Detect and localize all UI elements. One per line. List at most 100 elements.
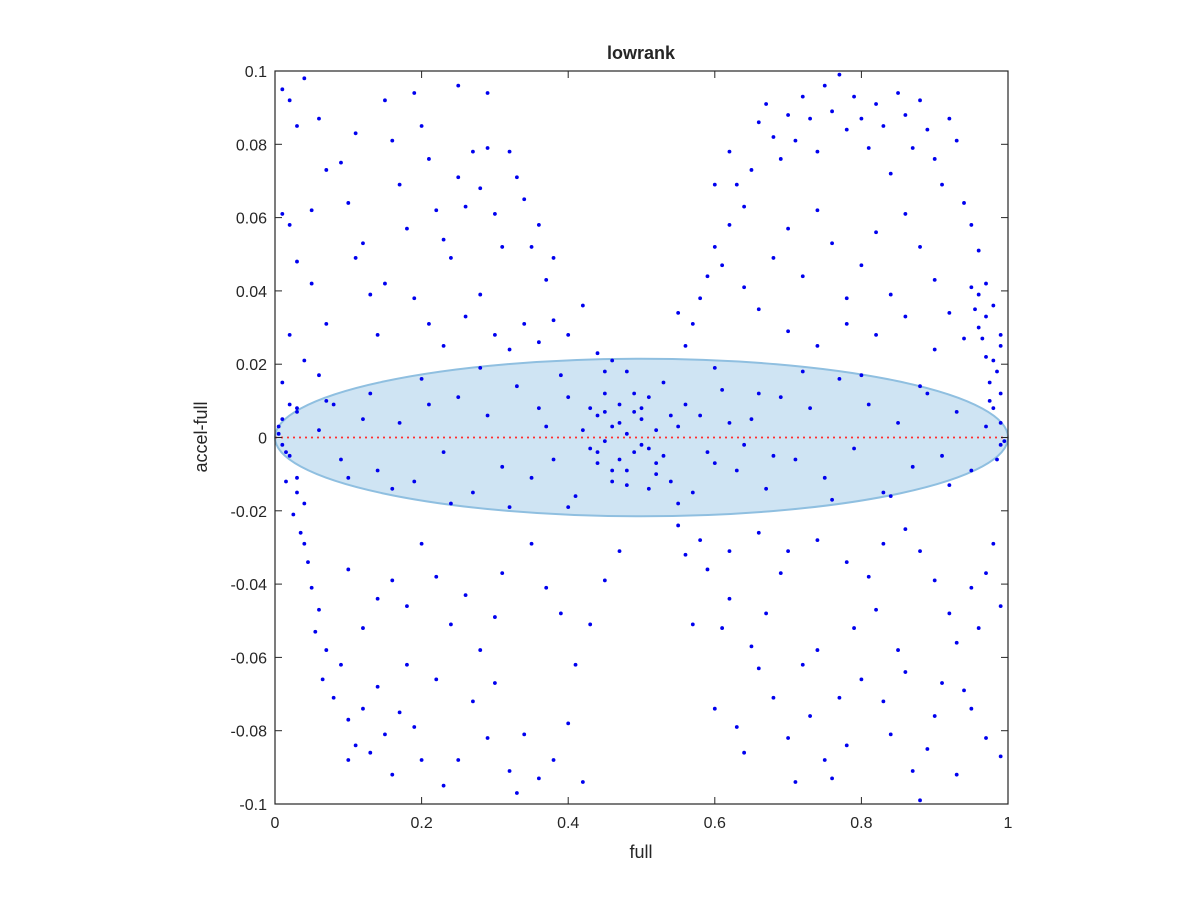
- scatter-point: [383, 732, 387, 737]
- scatter-point: [419, 124, 424, 128]
- scatter-point: [698, 538, 703, 543]
- scatter-point: [874, 102, 878, 106]
- scatter-point: [903, 527, 908, 532]
- scatter-point: [734, 725, 739, 729]
- scatter-point: [551, 318, 556, 323]
- scatter-point: [324, 168, 329, 172]
- scatter-point: [698, 413, 703, 418]
- scatter-point: [984, 314, 988, 319]
- scatter-point: [654, 472, 659, 477]
- scatter-point: [962, 688, 966, 693]
- scatter-point: [940, 453, 944, 458]
- scatter-point: [742, 204, 747, 209]
- scatter-point: [610, 424, 615, 429]
- scatter-point: [485, 146, 490, 150]
- scatter-point: [888, 292, 893, 297]
- scatter-point: [683, 552, 688, 557]
- scatter-point: [412, 479, 417, 484]
- scatter-point: [602, 578, 607, 583]
- scatter-point: [280, 417, 285, 422]
- scatter-point: [361, 706, 365, 711]
- y-tick-label: 0: [258, 431, 267, 448]
- scatter-point: [720, 387, 725, 392]
- scatter-point: [353, 256, 358, 260]
- scatter-point: [522, 197, 527, 202]
- scatter-point: [866, 402, 871, 407]
- scatter-point: [962, 201, 966, 205]
- scatter-point: [998, 604, 1003, 608]
- scatter-point: [756, 307, 761, 312]
- scatter-point: [837, 376, 842, 381]
- scatter-point: [390, 138, 395, 143]
- scatter-point: [632, 450, 637, 455]
- scatter-point: [427, 321, 431, 326]
- scatter-point: [602, 391, 607, 396]
- chart-title: lowrank: [607, 43, 676, 63]
- scatter-point: [287, 402, 292, 407]
- y-tick-label: 0.02: [236, 357, 267, 374]
- scatter-point: [471, 149, 475, 154]
- scatter-point: [313, 629, 318, 634]
- scatter-point: [544, 424, 549, 429]
- scatter-point: [478, 292, 483, 297]
- scatter-point: [588, 406, 593, 411]
- scatter-point: [544, 585, 549, 590]
- scatter-point: [580, 303, 585, 308]
- scatter-point: [654, 461, 659, 466]
- scatter-point: [295, 409, 299, 414]
- scatter-point: [368, 292, 373, 297]
- scatter-point: [500, 464, 505, 469]
- scatter-point: [969, 285, 974, 290]
- scatter-point: [881, 124, 886, 128]
- scatter-point: [749, 417, 754, 422]
- scatter-point: [639, 442, 644, 447]
- scatter-point: [617, 457, 622, 462]
- scatter-point: [276, 424, 281, 429]
- scatter-point: [346, 717, 351, 722]
- y-tick-label: 0.1: [245, 64, 267, 81]
- scatter-point: [727, 149, 732, 154]
- scatter-point: [441, 343, 446, 348]
- scatter-point: [756, 391, 761, 396]
- scatter-point: [844, 560, 849, 565]
- scatter-point: [346, 475, 351, 480]
- scatter-point: [412, 725, 417, 729]
- scatter-point: [888, 732, 893, 737]
- scatter-point: [918, 798, 922, 803]
- scatter-point: [551, 256, 556, 260]
- scatter-point: [602, 409, 607, 414]
- scatter-point: [705, 567, 710, 572]
- scatter-point: [661, 380, 666, 385]
- scatter-point: [998, 420, 1003, 425]
- scatter-point: [507, 769, 512, 773]
- scatter-point: [566, 332, 571, 337]
- scatter-point: [654, 428, 659, 433]
- scatter-point: [397, 420, 402, 425]
- scatter-point: [339, 457, 343, 462]
- scatter-point: [969, 706, 974, 711]
- scatter-point: [280, 380, 285, 385]
- scatter-point: [918, 245, 922, 249]
- x-tick-label: 0.8: [850, 815, 872, 832]
- scatter-point: [881, 699, 886, 704]
- scatter-point: [485, 413, 490, 418]
- y-tick-label: -0.02: [231, 504, 268, 521]
- scatter-point: [595, 461, 600, 466]
- scatter-point: [331, 695, 336, 700]
- scatter-point: [287, 332, 292, 337]
- scatter-point: [361, 241, 365, 246]
- scatter-point: [987, 380, 992, 385]
- scatter-point: [808, 714, 812, 718]
- scatter-point: [331, 402, 336, 407]
- scatter-point: [874, 332, 878, 337]
- scatter-point: [514, 384, 519, 389]
- scatter-point: [280, 87, 285, 92]
- y-tick-label: 0.08: [236, 137, 267, 154]
- scatter-point: [302, 358, 307, 363]
- scatter-point: [932, 714, 937, 718]
- scatter-point: [947, 310, 952, 315]
- scatter-point: [771, 695, 776, 700]
- scatter-point: [984, 736, 988, 740]
- scatter-point: [991, 358, 996, 363]
- scatter-point: [339, 662, 343, 667]
